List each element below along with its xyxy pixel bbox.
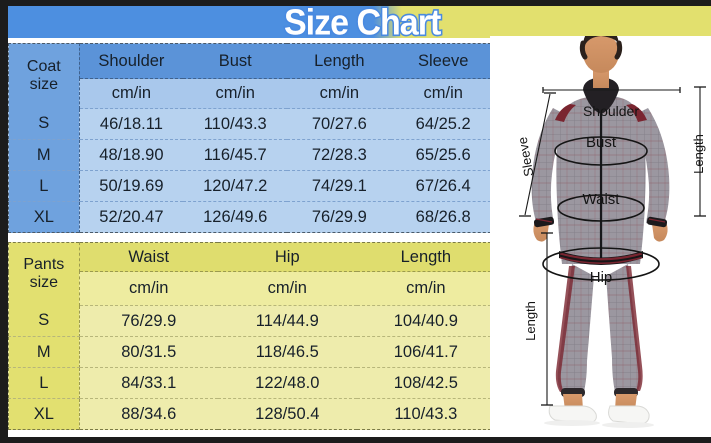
svg-text:Shoulder: Shoulder bbox=[583, 103, 639, 119]
svg-text:Length: Length bbox=[691, 134, 706, 174]
svg-text:Waist: Waist bbox=[583, 191, 621, 208]
svg-text:Bust: Bust bbox=[586, 134, 617, 151]
svg-text:Length: Length bbox=[523, 301, 538, 341]
svg-text:Sleeve: Sleeve bbox=[515, 136, 537, 178]
svg-text:Hip: Hip bbox=[590, 269, 613, 286]
